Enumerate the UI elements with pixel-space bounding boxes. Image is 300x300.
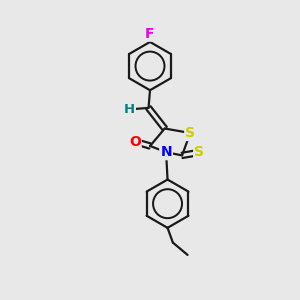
Text: S: S (185, 126, 195, 140)
Text: H: H (124, 103, 135, 116)
Text: F: F (145, 27, 155, 41)
Text: N: N (160, 145, 172, 159)
Text: S: S (194, 146, 204, 160)
Text: O: O (129, 135, 141, 148)
